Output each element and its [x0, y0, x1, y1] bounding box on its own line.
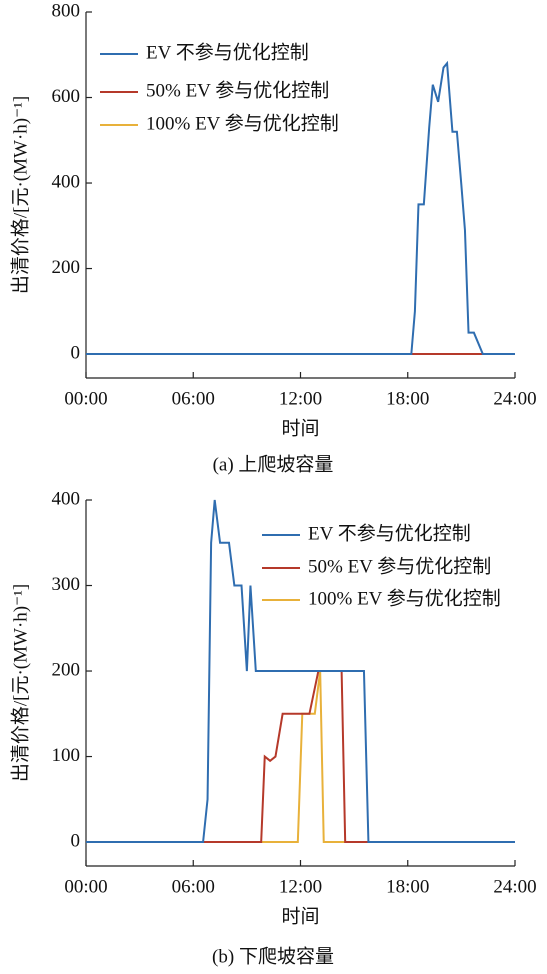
x-tick-label: 06:00 — [172, 876, 215, 897]
x-axis-label: 时间 — [281, 905, 319, 927]
caption: (b) 下爬坡容量 — [212, 945, 334, 967]
x-tick-label: 12:00 — [279, 388, 322, 409]
x-tick-label: 00:00 — [64, 876, 107, 897]
legend-label: EV 不参与优化控制 — [146, 41, 309, 63]
y-tick-label: 200 — [52, 257, 81, 278]
legend-label: 50% EV 参与优化控制 — [308, 555, 491, 577]
series-line — [86, 60, 515, 356]
y-tick-label: 200 — [52, 659, 81, 680]
legend-label: 50% EV 参与优化控制 — [146, 79, 329, 101]
y-tick-label: 600 — [52, 86, 81, 107]
x-tick-label: 18:00 — [386, 876, 429, 897]
x-tick-label: 24:00 — [493, 388, 536, 409]
y-tick-label: 100 — [52, 745, 81, 766]
x-tick-label: 24:00 — [493, 876, 536, 897]
x-tick-label: 18:00 — [386, 388, 429, 409]
legend-label: EV 不参与优化控制 — [308, 522, 471, 544]
y-tick-label: 0 — [71, 342, 81, 363]
y-tick-label: 300 — [52, 574, 81, 595]
legend-label: 100% EV 参与优化控制 — [308, 587, 501, 609]
y-tick-label: 400 — [52, 488, 81, 509]
y-axis-label: 出清价格/[元·(MW·h)⁻¹] — [9, 584, 31, 782]
legend-label: 100% EV 参与优化控制 — [146, 112, 339, 134]
x-tick-label: 00:00 — [64, 388, 107, 409]
series-line — [86, 670, 515, 844]
y-tick-label: 400 — [52, 171, 81, 192]
series-line — [86, 499, 515, 844]
series-line — [86, 670, 515, 844]
y-tick-label: 0 — [71, 830, 81, 851]
caption: (a) 上爬坡容量 — [213, 453, 334, 475]
y-axis-label: 出清价格/[元·(MW·h)⁻¹] — [9, 96, 31, 294]
x-tick-label: 12:00 — [279, 876, 322, 897]
x-tick-label: 06:00 — [172, 388, 215, 409]
y-tick-label: 800 — [52, 0, 81, 21]
x-axis-label: 时间 — [281, 417, 319, 439]
